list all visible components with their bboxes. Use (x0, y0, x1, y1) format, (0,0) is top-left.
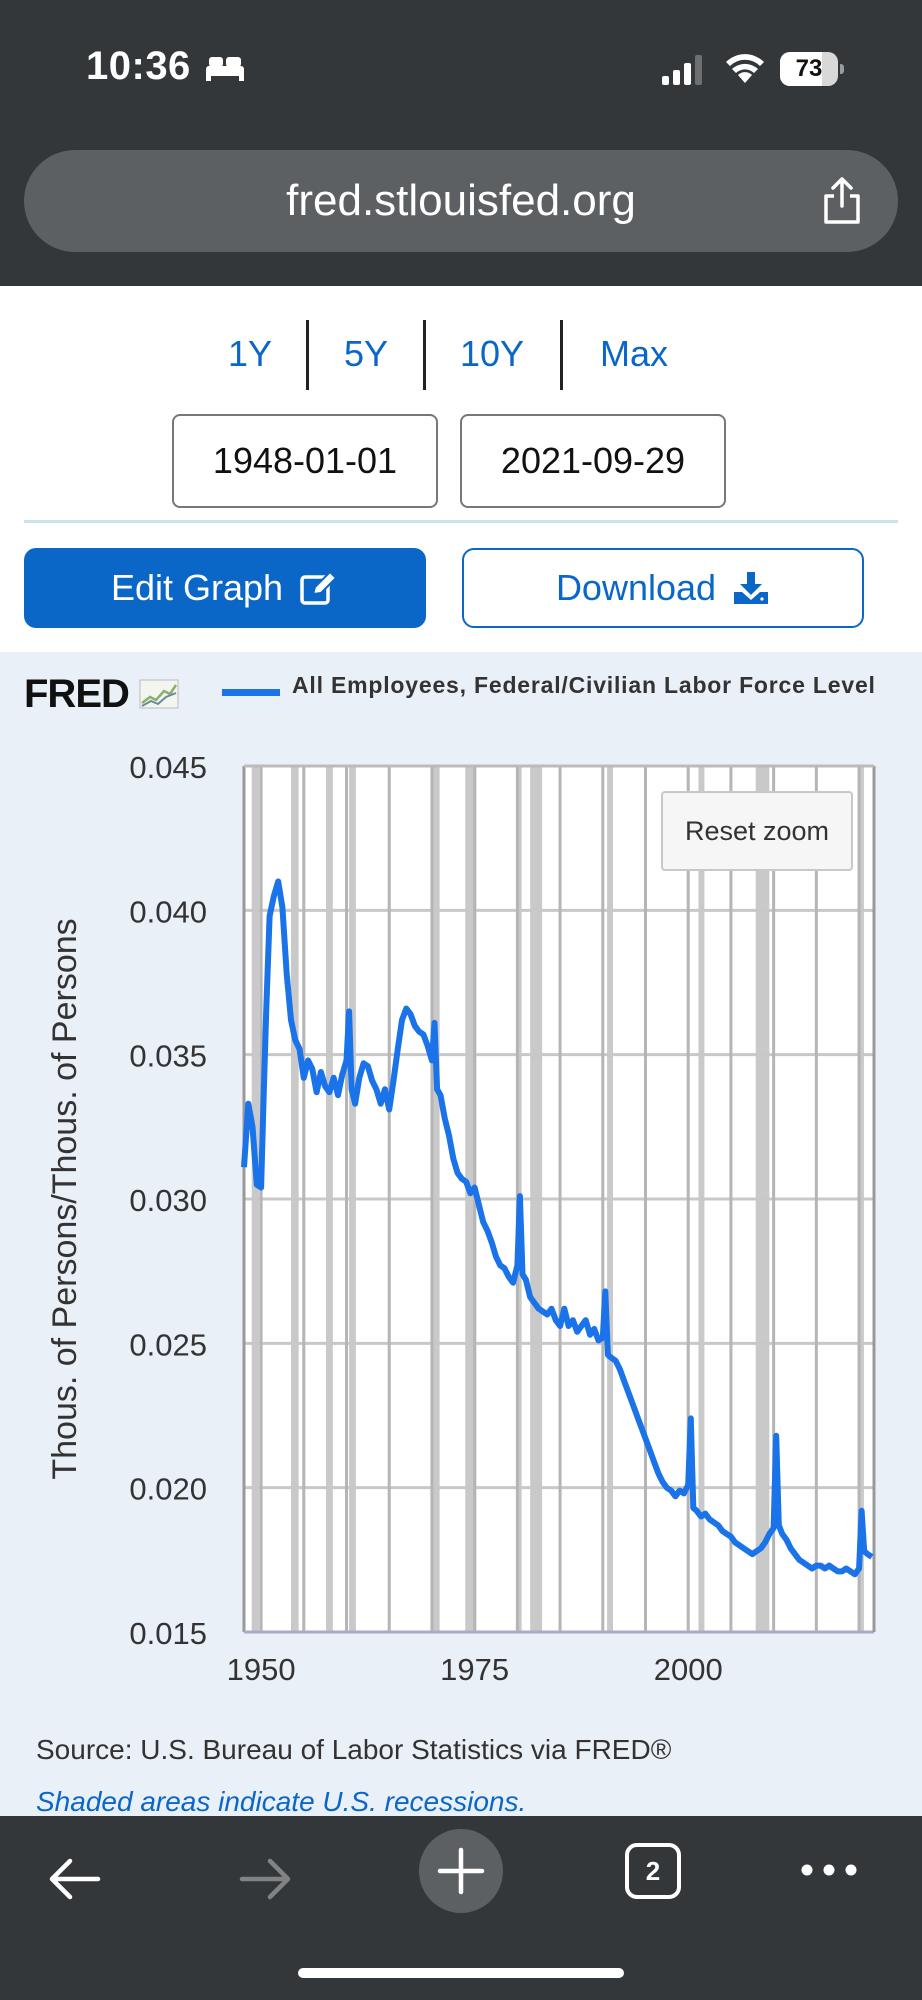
range-10y-button[interactable]: 10Y (459, 333, 525, 374)
svg-text:Reset zoom: Reset zoom (685, 816, 829, 846)
download-button[interactable]: Download (462, 548, 864, 628)
series-line (241, 878, 874, 1578)
status-time: 10:36 (86, 44, 191, 88)
edit-graph-button[interactable]: Edit Graph (24, 548, 426, 628)
wifi-icon (726, 54, 764, 83)
range-5y-button[interactable]: 5Y (343, 333, 389, 374)
range-selector: 1Y 5Y 10Y Max (0, 318, 922, 390)
url-text: fred.stlouisfed.org (286, 176, 636, 225)
end-date-input[interactable]: 2021-09-29 (460, 414, 726, 508)
source-note: Source: U.S. Bureau of Labor Statistics … (36, 1734, 672, 1765)
line-chart[interactable]: 0.015 0.020 0.025 0.030 0.035 0.040 0.045 1950 1… (0, 652, 922, 1732)
fred-chart-logo-icon (139, 679, 179, 709)
range-divider (560, 320, 563, 390)
range-divider (306, 320, 309, 390)
range-1y-button[interactable]: 1Y (227, 333, 273, 374)
y-tick-label: 0.045 (129, 750, 207, 785)
battery-indicator: 73 (780, 52, 844, 86)
fred-logo: FRED (24, 672, 179, 717)
y-tick-label: 0.040 (129, 894, 207, 929)
download-label: Download (555, 567, 717, 608)
y-tick-label: 0.015 (129, 1616, 207, 1651)
y-tick-label: 0.035 (129, 1039, 207, 1074)
tabs-icon[interactable] (624, 1842, 682, 1900)
legend-label: All Employees, Federal/Civilian Labor Fo… (292, 672, 876, 698)
range-divider (423, 320, 426, 390)
forward-arrow-icon[interactable] (238, 1854, 294, 1904)
y-axis-title: Thous. of Persons/Thous. of Persons (46, 918, 84, 1479)
home-indicator (298, 1968, 624, 1978)
edit-graph-label: Edit Graph (110, 567, 284, 608)
address-bar[interactable]: fred.stlouisfed.org (24, 150, 898, 252)
y-tick-label: 0.025 (129, 1327, 207, 1362)
edit-icon (300, 570, 338, 605)
sleep-mode-icon (206, 57, 244, 81)
more-menu-icon[interactable] (800, 1858, 858, 1882)
new-tab-plus-icon[interactable] (418, 1828, 504, 1914)
divider (24, 520, 898, 523)
y-tick-label: 0.030 (129, 1183, 207, 1218)
start-date-input[interactable]: 1948-01-01 (172, 414, 438, 508)
x-tick-label: 1950 (227, 1652, 296, 1687)
share-icon[interactable] (818, 176, 866, 226)
recession-note-link[interactable]: Shaded areas indicate U.S. recessions. (36, 1786, 527, 1817)
browser-top-chrome: 10:36 73 fred.stlouisfed.org (0, 0, 922, 286)
legend-swatch (222, 689, 280, 696)
cellular-signal-icon (662, 55, 702, 85)
back-arrow-icon[interactable] (46, 1854, 102, 1904)
y-tick-label: 0.020 (129, 1472, 207, 1507)
reset-zoom-button[interactable]: Reset zoom (661, 791, 853, 871)
x-tick-label: 2000 (654, 1652, 723, 1687)
download-icon (734, 572, 769, 604)
tab-count: 2 (645, 1856, 661, 1886)
x-tick-label: 1975 (440, 1652, 509, 1687)
range-max-button[interactable]: Max (599, 333, 668, 374)
